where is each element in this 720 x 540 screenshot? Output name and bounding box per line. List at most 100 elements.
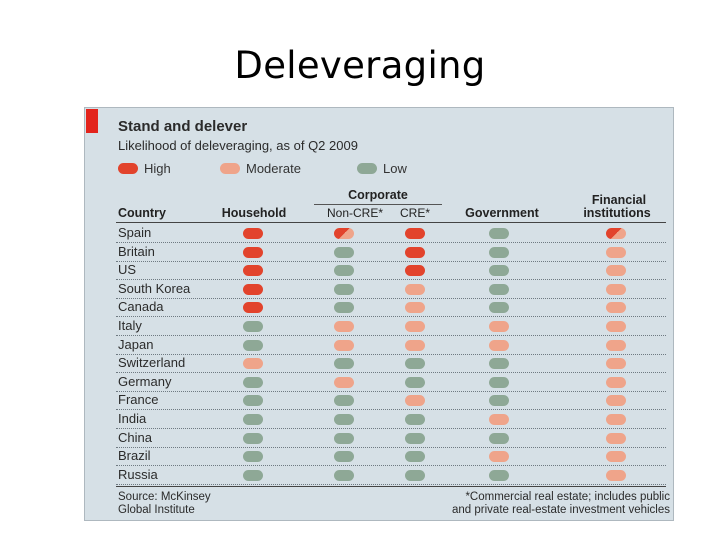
- rating-dot-noncre: [334, 339, 354, 351]
- rating-dot-government: [489, 283, 509, 295]
- legend-moderate: Moderate: [220, 159, 301, 177]
- footnote-line-1: *Commercial real estate; includes public: [465, 491, 670, 503]
- chart-subtitle: Likelihood of deleveraging, as of Q2 200…: [118, 138, 358, 153]
- rating-dot-household: [243, 469, 263, 481]
- header-rule: [116, 222, 666, 223]
- rating-dot-government: [489, 469, 509, 481]
- rating-dot-cre: [405, 395, 425, 407]
- rating-dot-government: [489, 302, 509, 314]
- header-financial-line1: Financial: [591, 193, 647, 207]
- source-line-2: Global Institute: [118, 504, 195, 516]
- rating-dot-household: [243, 339, 263, 351]
- source-note: Source: McKinsey Global Institute: [118, 491, 211, 517]
- rating-dot-financial: [606, 246, 626, 258]
- rating-dot-cre: [405, 265, 425, 277]
- rating-dot-financial: [606, 395, 626, 407]
- rating-dot-financial: [606, 265, 626, 277]
- rating-dot-cre: [405, 451, 425, 463]
- rating-dot-cre: [405, 246, 425, 258]
- footer-rule: [116, 486, 666, 487]
- rating-dot-cre: [405, 321, 425, 332]
- chart-title: Stand and delever: [118, 118, 248, 135]
- rating-dot-financial: [606, 228, 626, 239]
- rating-dot-noncre: [334, 321, 354, 332]
- slide-title: Deleveraging: [234, 44, 486, 87]
- rating-dot-financial: [606, 469, 626, 481]
- country-label: South Korea: [118, 280, 191, 296]
- table-row: Switzerland: [116, 354, 666, 374]
- legend-low-swatch: [357, 162, 377, 174]
- country-label: Italy: [118, 318, 142, 333]
- footnote-line-2: and private real-estate investment vehic…: [452, 504, 670, 516]
- rating-dot-household: [243, 414, 263, 425]
- header-household: Household: [221, 206, 287, 220]
- rating-dot-noncre: [334, 469, 354, 481]
- footnote: *Commercial real estate; includes public…: [452, 491, 670, 517]
- table-row: Italy: [116, 317, 666, 336]
- rating-dot-financial: [606, 302, 626, 314]
- legend-high-swatch: [118, 162, 138, 174]
- country-label: Germany: [118, 373, 172, 389]
- rating-dot-household: [243, 265, 263, 277]
- country-label: Britain: [118, 243, 155, 259]
- rating-dot-government: [489, 395, 509, 407]
- legend-moderate-swatch: [220, 162, 240, 174]
- table-row: Russia: [116, 466, 666, 485]
- rating-dot-government: [489, 321, 509, 332]
- country-label: Canada: [118, 299, 164, 315]
- rating-dot-government: [489, 432, 509, 444]
- source-line-1: Source: McKinsey: [118, 491, 211, 503]
- country-label: US: [118, 262, 137, 278]
- table-row: Brazil: [116, 447, 666, 467]
- header-country: Country: [118, 206, 166, 220]
- rating-dot-financial: [606, 414, 626, 425]
- legend-low-label: Low: [383, 160, 407, 176]
- rating-dot-household: [243, 302, 263, 314]
- rating-dot-cre: [405, 432, 425, 444]
- rating-dot-financial: [606, 339, 626, 351]
- rating-dot-noncre: [334, 283, 354, 295]
- rating-dot-government: [489, 451, 509, 463]
- rating-dot-government: [489, 228, 509, 239]
- table-row: Spain: [116, 224, 666, 243]
- rating-dot-financial: [606, 376, 626, 388]
- rating-dot-financial: [606, 451, 626, 463]
- rating-dot-household: [243, 358, 263, 370]
- rating-dot-financial: [606, 432, 626, 444]
- rating-dot-noncre: [334, 246, 354, 258]
- country-label: France: [118, 392, 159, 408]
- header-noncre: Non-CRE*: [326, 206, 383, 220]
- country-label: Japan: [118, 336, 154, 352]
- rating-dot-noncre: [334, 228, 354, 239]
- rating-dot-government: [489, 265, 509, 277]
- country-label: Spain: [118, 225, 152, 240]
- table-row: China: [116, 429, 666, 448]
- table-row: Britain: [116, 243, 666, 262]
- table-row: India: [116, 410, 666, 429]
- rating-dot-household: [243, 451, 263, 463]
- rating-dot-cre: [405, 283, 425, 295]
- legend-moderate-label: Moderate: [246, 160, 301, 176]
- rating-dot-government: [489, 358, 509, 370]
- brand-tab: [86, 109, 98, 133]
- rating-dot-noncre: [334, 432, 354, 444]
- rating-dot-government: [489, 414, 509, 425]
- rating-dot-cre: [405, 414, 425, 425]
- header-financial-line2: institutions: [583, 206, 651, 220]
- rating-dot-household: [243, 432, 263, 444]
- rating-dot-noncre: [334, 265, 354, 277]
- rating-dot-noncre: [334, 302, 354, 314]
- corporate-underline: [314, 204, 442, 205]
- rating-dot-noncre: [334, 376, 354, 388]
- rating-dot-financial: [606, 358, 626, 370]
- rating-dot-noncre: [334, 395, 354, 407]
- rating-dot-noncre: [334, 358, 354, 370]
- rating-dot-household: [243, 395, 263, 407]
- rating-dot-noncre: [334, 414, 354, 425]
- header-corporate: Corporate: [348, 188, 408, 202]
- header-cre: CRE*: [399, 206, 430, 220]
- rating-dot-cre: [405, 469, 425, 481]
- table-row: Germany: [116, 373, 666, 392]
- table-row: Japan: [116, 336, 666, 355]
- table-row: Canada: [116, 298, 666, 318]
